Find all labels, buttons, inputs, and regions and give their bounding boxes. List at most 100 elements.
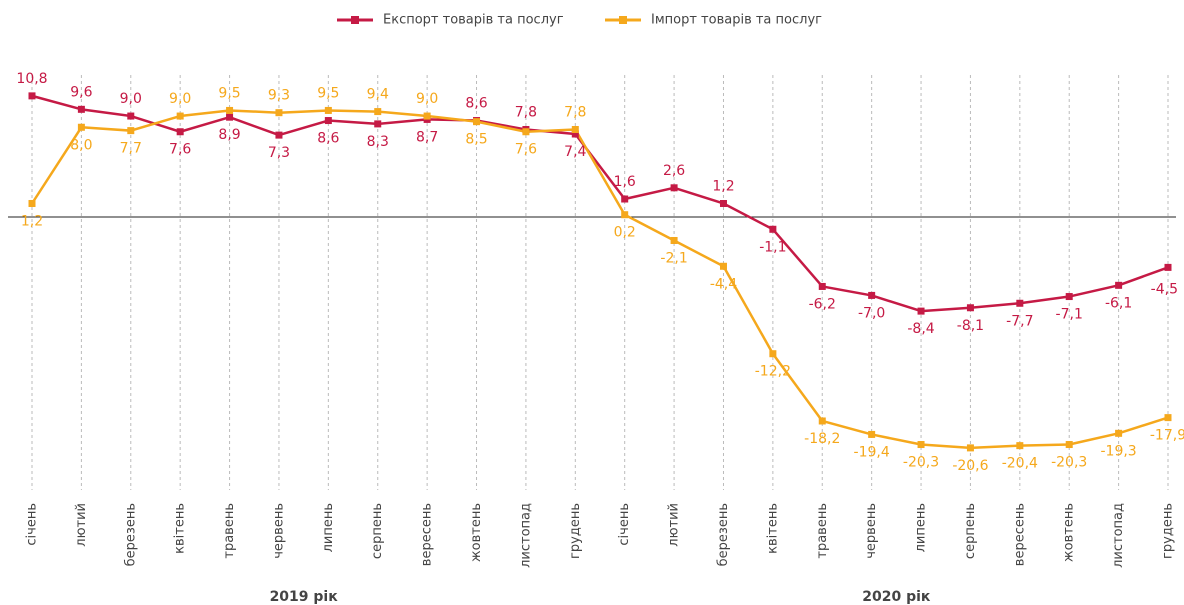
x-tick-label: травень	[222, 503, 237, 559]
x-tick-label: квітень	[765, 503, 780, 554]
data-label: 8,5	[465, 132, 487, 148]
point	[423, 112, 431, 120]
point	[621, 195, 629, 203]
point	[176, 128, 184, 136]
data-label: 1,6	[614, 174, 636, 190]
data-label: 8,9	[218, 127, 240, 143]
point	[28, 92, 36, 100]
data-label: 9,0	[120, 91, 142, 107]
data-label: 7,7	[120, 141, 142, 157]
point	[1115, 281, 1123, 289]
point	[127, 112, 135, 120]
data-label: 9,3	[268, 88, 290, 104]
point	[670, 184, 678, 192]
point	[226, 113, 234, 121]
x-tick-label: грудень	[1161, 503, 1176, 559]
legend-marker	[619, 16, 627, 24]
legend-marker	[351, 16, 359, 24]
data-label: 1,2	[21, 213, 43, 229]
data-label: -20,6	[952, 458, 988, 474]
data-label: 9,0	[169, 91, 191, 107]
data-label: 7,4	[564, 144, 586, 160]
x-tick-label: липень	[914, 503, 929, 552]
data-label: 7,6	[169, 142, 191, 158]
x-tick-label: червень	[271, 503, 286, 559]
point	[1164, 263, 1172, 271]
data-label: -7,1	[1056, 307, 1083, 323]
x-tick-label: липень	[321, 503, 336, 552]
data-label: -12,2	[755, 364, 791, 380]
point	[473, 118, 481, 126]
point	[1115, 429, 1123, 437]
data-label: -2,1	[660, 250, 687, 266]
x-tick-label: вересень	[1012, 503, 1027, 566]
data-label: -20,4	[1002, 456, 1038, 472]
x-tick-label: лютий	[74, 503, 89, 547]
data-label: 8,6	[317, 131, 339, 147]
x-tick-label: вересень	[420, 503, 435, 566]
point	[127, 127, 135, 135]
x-tick-label: листопад	[1111, 503, 1126, 568]
point	[571, 126, 579, 134]
point	[522, 128, 530, 136]
data-label: -20,3	[1051, 455, 1087, 471]
point	[1016, 442, 1024, 450]
point	[719, 199, 727, 207]
point	[917, 441, 925, 449]
point	[1164, 414, 1172, 422]
point	[374, 108, 382, 116]
point	[324, 106, 332, 114]
data-label: 7,3	[268, 145, 290, 161]
point	[769, 225, 777, 233]
x-tick-label: жовтень	[469, 503, 484, 562]
data-label: 7,6	[515, 142, 537, 158]
data-label: 8,3	[367, 134, 389, 150]
data-label: 9,5	[317, 85, 339, 101]
data-label: -7,0	[858, 305, 885, 321]
data-label: 9,6	[70, 84, 92, 100]
x-tick-label: січень	[617, 503, 632, 546]
x-tick-label: березень	[716, 503, 731, 566]
data-label: -19,4	[854, 444, 890, 460]
data-label: 7,8	[564, 105, 586, 121]
point	[77, 105, 85, 113]
x-tick-label: червень	[864, 503, 879, 559]
data-label: 9,4	[367, 87, 389, 103]
point	[818, 417, 826, 425]
data-label: 1,2	[712, 178, 734, 194]
data-label: -19,3	[1100, 443, 1136, 459]
point	[1065, 293, 1073, 301]
x-tick-label: листопад	[518, 503, 533, 568]
data-label: 9,0	[416, 91, 438, 107]
data-label: 10,8	[16, 71, 47, 87]
data-label: 8,6	[465, 96, 487, 112]
point	[621, 211, 629, 219]
x-tick-label: грудень	[568, 503, 583, 559]
point	[1016, 299, 1024, 307]
series-line	[30, 109, 1169, 450]
data-label: -6,2	[809, 296, 836, 312]
data-label: 2,6	[663, 163, 685, 179]
x-group-label: 2020 рік	[862, 589, 931, 605]
data-label: -20,3	[903, 455, 939, 471]
data-label: -6,1	[1105, 295, 1132, 311]
x-tick-label: квітень	[173, 503, 188, 554]
x-tick-label: травень	[815, 503, 830, 559]
point	[226, 106, 234, 114]
x-tick-label: жовтень	[1062, 503, 1077, 562]
point	[868, 430, 876, 438]
x-tick-label: серпень	[963, 503, 978, 559]
series-line	[31, 94, 1169, 313]
point	[374, 120, 382, 128]
data-label: 8,0	[70, 137, 92, 153]
data-label: 0,2	[614, 225, 636, 241]
point	[670, 236, 678, 244]
point	[324, 117, 332, 125]
x-group-label: 2019 рік	[270, 589, 339, 605]
data-label: -7,7	[1006, 313, 1033, 329]
point	[769, 350, 777, 358]
point	[966, 304, 974, 312]
data-label: -4,4	[710, 276, 737, 292]
point	[719, 262, 727, 270]
